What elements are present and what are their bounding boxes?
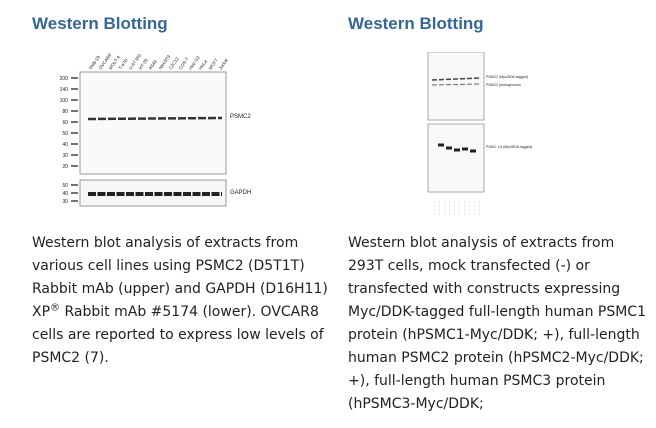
marker-label: 50 <box>62 131 68 137</box>
band <box>431 77 481 81</box>
left-column: Western Blotting PSMC2 GAPDH SNB-19 OVCAR… <box>32 0 332 428</box>
marker-label: 40 <box>62 142 68 148</box>
marker-label: 40 <box>62 191 68 197</box>
marker-label: 80 <box>62 109 68 115</box>
band-label: PSMC2 <box>230 114 251 120</box>
blot-lower <box>427 123 485 193</box>
lane-label: A549 <box>148 59 158 71</box>
marker-label: 30 <box>62 153 68 159</box>
marker-label: 50 <box>62 183 68 189</box>
blot-upper <box>79 71 227 175</box>
blot-image: PSMC2 (Myc/DDK-tagged) PSMC2 (endogenous… <box>427 52 532 215</box>
band <box>87 116 223 121</box>
caption: Western blot analysis of extracts from 2… <box>348 235 646 412</box>
marker-label: 30 <box>62 199 68 205</box>
lane-label: HT-29 <box>138 57 149 70</box>
band-label: GAPDH <box>230 190 251 196</box>
band-label: PSMC 1-5 (Myc/DDK-tagged) <box>486 145 532 149</box>
lane-legend <box>434 201 482 215</box>
lane-label: HeLa <box>198 58 209 70</box>
marker-label: 60 <box>62 120 68 126</box>
caption-text: Western blot analysis of extracts from v… <box>32 235 328 320</box>
band <box>431 83 481 86</box>
right-column: Western Blotting PSMC2 (Myc/DDK-tagged) … <box>348 0 648 428</box>
marker-label: 140 <box>60 87 69 93</box>
lane-label: T-47D <box>118 57 130 71</box>
blot-upper <box>427 52 485 121</box>
band <box>438 143 476 153</box>
lane-label: Jurkat <box>218 57 230 71</box>
caption-text: Rabbit mAb #5174 (lower). OVCAR8 cells a… <box>32 304 324 366</box>
lane-label: MCF7 <box>208 57 219 70</box>
marker-label: 200 <box>60 76 69 82</box>
blot-image: PSMC2 GAPDH SNB-19OVCAR8MOLT-4T-47DU-87 … <box>60 52 251 207</box>
band-label: PSMC2 (Myc/DDK-tagged) <box>486 75 528 79</box>
band-label: PSMC2 (endogenous) <box>486 83 521 87</box>
heading: Western Blotting <box>32 14 168 33</box>
marker-label: 20 <box>62 164 68 170</box>
caption: Western blot analysis of extracts from v… <box>32 232 332 370</box>
caption-sup: ® <box>50 302 61 314</box>
marker-label: 100 <box>60 98 69 104</box>
heading: Western Blotting <box>348 14 484 33</box>
